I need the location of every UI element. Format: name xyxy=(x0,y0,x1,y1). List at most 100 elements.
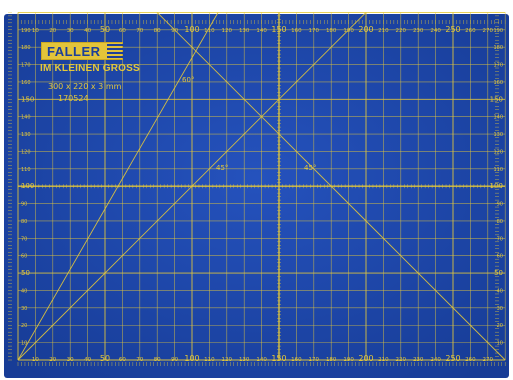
bottom-ruler-label: 220 xyxy=(396,357,407,363)
bottom-ruler-label: 200 xyxy=(358,354,373,363)
mat-surface xyxy=(4,14,509,378)
top-ruler-label: 210 xyxy=(378,28,389,34)
brand-logo: FALLER xyxy=(41,42,123,60)
right-ruler-label: 150 xyxy=(490,95,503,103)
top-ruler-label: 140 xyxy=(256,28,267,34)
right-ruler-label: 20 xyxy=(497,323,503,329)
top-ruler-label: 160 xyxy=(291,28,302,34)
bottom-ruler-label: 190 xyxy=(343,357,354,363)
bottom-ruler-label: 20 xyxy=(49,357,56,363)
mat-dimensions: 300 x 220 x 3 mm xyxy=(48,82,122,91)
top-ruler-label: 70 xyxy=(136,28,143,34)
right-ruler-label: 30 xyxy=(497,306,503,312)
left-ruler-label: 170 xyxy=(21,63,31,69)
right-ruler-label: 90 xyxy=(497,202,503,208)
top-ruler-label: 170 xyxy=(309,28,320,34)
left-ruler-label: 80 xyxy=(21,219,27,225)
top-ruler-label: 20 xyxy=(49,28,56,34)
angle-label-60: 60° xyxy=(182,76,194,84)
bottom-ruler-label: 250 xyxy=(445,354,460,363)
bottom-ruler-label: 40 xyxy=(84,357,91,363)
brand-stripes-icon xyxy=(106,44,123,58)
bottom-ruler-label: 10 xyxy=(32,357,39,363)
bottom-ruler-label: 150 xyxy=(271,354,286,363)
top-ruler-label: 220 xyxy=(396,28,407,34)
top-ruler-label: 30 xyxy=(67,28,74,34)
top-ruler-label: 200 xyxy=(358,25,373,34)
right-ruler-label: 40 xyxy=(497,288,503,294)
bottom-ruler-label: 120 xyxy=(222,357,233,363)
bottom-ruler-label: 230 xyxy=(413,357,424,363)
top-ruler-label: 40 xyxy=(84,28,91,34)
bottom-ruler-label: 260 xyxy=(465,357,476,363)
left-ruler-label: 180 xyxy=(21,45,31,51)
left-ruler-label: 10 xyxy=(21,341,27,347)
left-ruler-label: 70 xyxy=(21,236,27,242)
left-ruler-label: 50 xyxy=(21,269,30,277)
top-ruler-label: 10 xyxy=(32,28,39,34)
top-ruler-label: 90 xyxy=(171,28,178,34)
left-ruler-label: 90 xyxy=(21,202,27,208)
bottom-ruler-label: 70 xyxy=(136,357,143,363)
right-ruler-label: 70 xyxy=(497,236,503,242)
right-ruler-label: 190 xyxy=(493,28,503,34)
top-ruler-label: 80 xyxy=(154,28,161,34)
top-ruler-label: 50 xyxy=(100,25,110,34)
top-ruler-label: 120 xyxy=(222,28,233,34)
bottom-ruler-label: 140 xyxy=(256,357,267,363)
bottom-ruler-label: 50 xyxy=(100,354,110,363)
bottom-ruler-label: 210 xyxy=(378,357,389,363)
diagonal-45-right xyxy=(156,12,506,361)
right-ruler-label: 110 xyxy=(493,167,503,173)
top-ruler-label: 100 xyxy=(184,25,199,34)
top-ruler-label: 230 xyxy=(413,28,424,34)
left-ruler-label: 130 xyxy=(21,132,31,138)
left-ruler-label: 160 xyxy=(21,80,31,86)
bottom-ruler-label: 240 xyxy=(430,357,441,363)
right-ruler-label: 60 xyxy=(497,254,503,260)
bottom-ruler-label: 130 xyxy=(239,357,250,363)
bottom-ruler-label: 180 xyxy=(326,357,337,363)
top-ruler-label: 270 xyxy=(483,28,494,34)
right-ruler-label: 180 xyxy=(493,45,503,51)
top-ruler-label: 260 xyxy=(465,28,476,34)
left-ruler-label: 60 xyxy=(21,254,27,260)
bottom-ruler-label: 170 xyxy=(309,357,320,363)
brand-name: FALLER xyxy=(47,43,101,59)
bottom-ruler-label: 90 xyxy=(171,357,178,363)
diagonal-60 xyxy=(17,12,219,361)
left-ruler-label: 40 xyxy=(21,288,27,294)
top-ruler-label: 240 xyxy=(430,28,441,34)
bottom-ruler-label: 110 xyxy=(204,357,215,363)
top-ruler-label: 110 xyxy=(204,28,215,34)
brand-slogan: IM KLEINEN GROSS xyxy=(40,63,140,74)
top-ruler-label: 130 xyxy=(239,28,250,34)
left-ruler-label: 150 xyxy=(21,95,34,103)
angle-label-45-left: 45° xyxy=(216,164,228,172)
diagonal-45-left xyxy=(17,12,367,361)
article-number: 170524 xyxy=(58,94,89,103)
angle-label-45-right: 45° xyxy=(304,164,316,172)
right-ruler-label: 140 xyxy=(493,115,503,121)
top-ruler-label: 180 xyxy=(326,28,337,34)
right-ruler-label: 120 xyxy=(493,149,503,155)
right-ruler-label: 170 xyxy=(493,63,503,69)
left-ruler-label: 100 xyxy=(21,182,34,190)
bottom-ruler-label: 100 xyxy=(184,354,199,363)
top-ruler-label: 190 xyxy=(343,28,354,34)
right-ruler-label: 80 xyxy=(497,219,503,225)
left-ruler-label: 110 xyxy=(21,167,31,173)
left-ruler-label: 120 xyxy=(21,149,31,155)
right-ruler-label: 130 xyxy=(493,132,503,138)
bottom-ruler-label: 270 xyxy=(483,357,494,363)
bottom-ruler-label: 60 xyxy=(119,357,126,363)
top-ruler-label: 60 xyxy=(119,28,126,34)
left-ruler-label: 30 xyxy=(21,306,27,312)
left-ruler-label: 190 xyxy=(21,28,31,34)
bottom-ruler-label: 80 xyxy=(154,357,161,363)
right-ruler-label: 10 xyxy=(497,341,503,347)
top-ruler-label: 250 xyxy=(445,25,460,34)
left-ruler-label: 140 xyxy=(21,115,31,121)
